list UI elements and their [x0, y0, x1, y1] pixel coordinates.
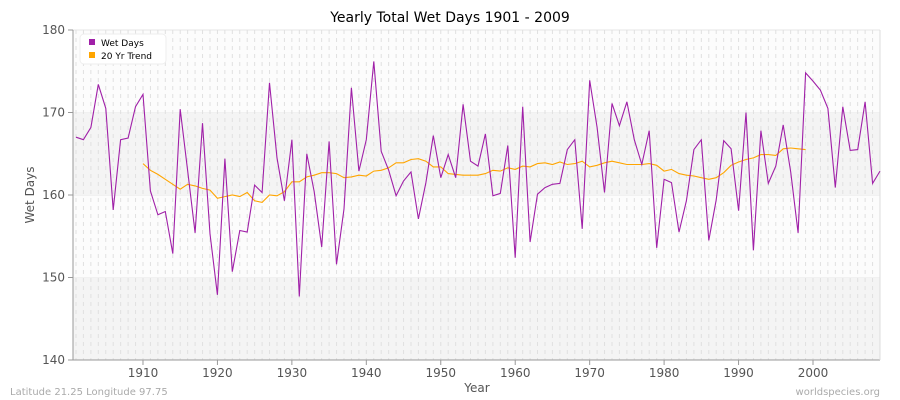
x-tick-label: 1990: [723, 366, 754, 380]
x-tick-label: 1940: [351, 366, 382, 380]
y-tick-label: 170: [42, 106, 65, 120]
x-tick-label: 1950: [425, 366, 456, 380]
legend: Wet Days 20 Yr Trend: [79, 33, 167, 65]
y-tick-label: 180: [42, 23, 65, 37]
grid-band: [73, 30, 880, 113]
y-axis-label: Wet Days: [23, 166, 37, 223]
y-tick-label: 160: [42, 188, 65, 202]
grid-band: [73, 277, 880, 360]
credit-label: worldspecies.org: [796, 387, 880, 398]
x-axis-label: Year: [463, 381, 489, 395]
chart-title: Yearly Total Wet Days 1901 - 2009: [329, 10, 570, 26]
grid-band: [73, 195, 880, 278]
y-tick-label: 150: [42, 271, 65, 285]
y-tick-label: 140: [42, 353, 65, 367]
x-tick-label: 1960: [500, 366, 531, 380]
legend-box: [79, 33, 167, 65]
x-tick-label: 1930: [277, 366, 308, 380]
x-tick-label: 1970: [574, 366, 605, 380]
location-label: Latitude 21.25 Longitude 97.75: [10, 387, 168, 398]
series-line-wet-days: [75, 61, 881, 297]
legend-label: Wet Days: [101, 39, 144, 49]
x-tick-label: 1980: [649, 366, 680, 380]
legend-swatch: [89, 52, 95, 58]
legend-label: 20 Yr Trend: [101, 52, 152, 62]
x-tick-label: 2000: [798, 366, 829, 380]
legend-swatch: [89, 39, 95, 45]
x-tick-label: 1910: [128, 366, 159, 380]
x-tick-label: 1920: [202, 366, 233, 380]
series-line-20-yr-trend: [142, 147, 806, 204]
